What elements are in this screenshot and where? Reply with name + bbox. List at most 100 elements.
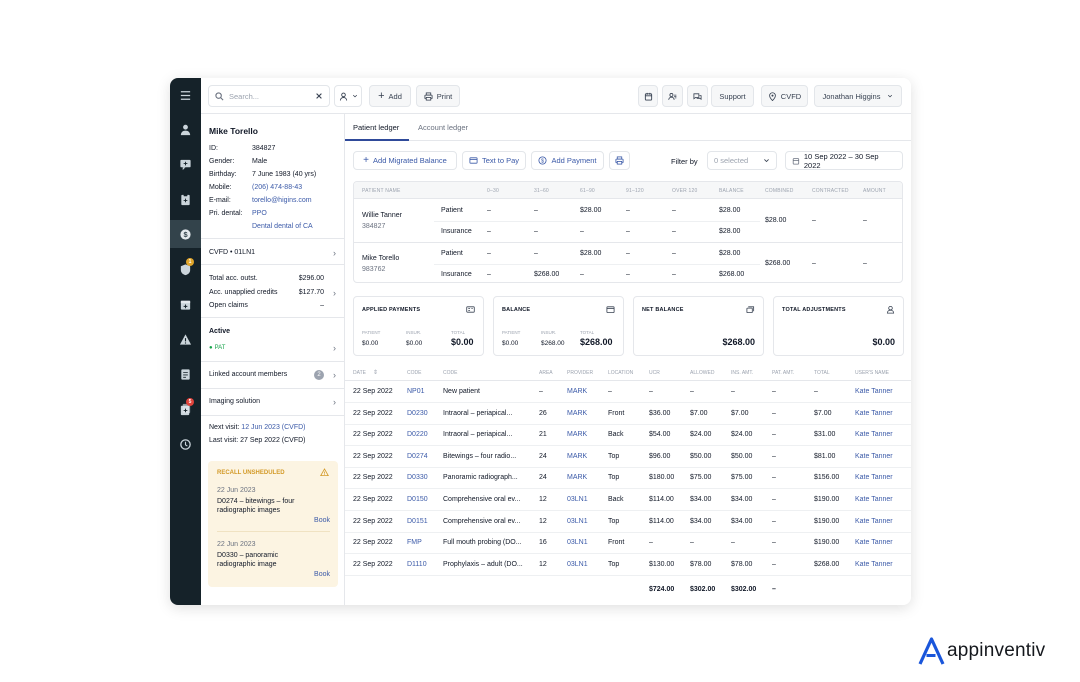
book-button[interactable]: Book (314, 517, 330, 524)
table-row[interactable]: 22 Sep 2022 D0230 Intraoral – periapical..… (345, 403, 911, 425)
chat-icon[interactable] (170, 150, 201, 178)
aging-cell: – (534, 228, 538, 235)
aging-balance: $268.00 (719, 271, 745, 278)
billing-icon[interactable]: $ (170, 220, 201, 248)
row-user-link[interactable]: Kate Tanner (855, 496, 893, 503)
print-button[interactable]: Print (416, 85, 460, 107)
row-user-link[interactable]: Kate Tanner (855, 452, 893, 460)
text-to-pay-button[interactable]: Text to Pay (462, 151, 526, 170)
filter-select[interactable]: 0 selected (707, 151, 777, 170)
book-button[interactable]: Book (314, 571, 330, 578)
row-code-link[interactable]: D0220 (407, 431, 428, 439)
row-code-link[interactable]: D0274 (407, 452, 428, 460)
row-pat-amount: – (772, 539, 776, 547)
patient-name: Mike Torello (209, 126, 258, 136)
clear-icon[interactable] (315, 92, 323, 100)
calendar-button[interactable] (638, 85, 658, 107)
chevron-right-icon: › (333, 370, 336, 380)
date-range-picker[interactable]: 10 Sep 2022 – 30 Sep 2022 (785, 151, 903, 170)
card-total: $0.00 (451, 337, 474, 347)
table-row[interactable]: 22 Sep 2022 D0330 Panoramic radiograph... 2… (345, 467, 911, 490)
contacts-button[interactable] (662, 85, 683, 107)
row-user-link[interactable]: Kate Tanner (855, 517, 893, 525)
status-row[interactable]: ● PAT › (209, 344, 336, 353)
table-row[interactable]: 22 Sep 2022 NP01 New patient – MARK – – – – – – Kat… (345, 381, 911, 403)
table-row[interactable]: 22 Sep 2022 D0220 Intraoral – periapical..… (345, 424, 911, 447)
history-icon[interactable] (170, 430, 201, 458)
row-code-link[interactable]: NP01 (407, 388, 425, 395)
row-code-link[interactable]: D0150 (407, 496, 428, 503)
row-total: $7.00 (814, 409, 832, 417)
row-code-link[interactable]: D0151 (407, 517, 428, 525)
user-menu-button[interactable]: Jonathan Higgins (814, 85, 902, 107)
row-code-link[interactable]: D0230 (407, 409, 428, 417)
row-provider-link[interactable]: MARK (567, 409, 588, 417)
row-user-link[interactable]: Kate Tanner (855, 388, 893, 395)
row-provider-link[interactable]: 03LN1 (567, 517, 588, 525)
row-ucr: $180.00 (649, 474, 675, 482)
email-link[interactable]: torello@higins.com (252, 197, 312, 204)
add-payment-button[interactable]: $ Add Payment (531, 151, 604, 170)
row-user-link[interactable]: Kate Tanner (855, 539, 893, 547)
location-button[interactable]: CVFD (761, 85, 808, 107)
next-visit-link[interactable]: 12 Jun 2023 (CVFD) (241, 424, 306, 431)
row-ins-amount: – (731, 388, 735, 395)
row-total: $156.00 (814, 474, 840, 482)
insurance-icon[interactable]: 1 (170, 255, 201, 283)
row-provider-link[interactable]: MARK (567, 388, 588, 395)
column-header[interactable]: DATE (353, 370, 366, 376)
row-user-link[interactable]: Kate Tanner (855, 560, 893, 568)
support-button[interactable]: Support (711, 85, 754, 107)
row-ins-amount: $24.00 (731, 431, 753, 439)
messages-button[interactable] (687, 85, 708, 107)
tab-patient-ledger[interactable]: Patient ledger (353, 123, 400, 132)
imaging-row[interactable]: Imaging solution › (209, 398, 336, 407)
row-code-link[interactable]: D0330 (407, 474, 428, 482)
open-claims-label: Open claims (209, 302, 248, 309)
search-input[interactable]: Search... (229, 91, 260, 101)
column-header: USER'S NAME (855, 370, 890, 376)
tab-account-ledger[interactable]: Account ledger (418, 123, 469, 132)
table-row[interactable]: 22 Sep 2022 D0150 Comprehensive oral ev...… (345, 489, 911, 511)
linked-members-row[interactable]: Linked account members 2 › (209, 370, 336, 380)
document-icon[interactable] (170, 360, 201, 388)
user-filter-button[interactable] (334, 85, 362, 107)
office-row[interactable]: CVFD • 01LN1 › (209, 249, 336, 258)
calendar-icon[interactable] (170, 290, 201, 318)
row-provider-link[interactable]: MARK (567, 452, 588, 460)
dental-plan-link[interactable]: PPO (252, 210, 267, 217)
row-user-link[interactable]: Kate Tanner (855, 474, 893, 482)
print-ledger-button[interactable] (609, 151, 630, 170)
row-provider-link[interactable]: MARK (567, 474, 588, 482)
reports-icon[interactable]: 5 (170, 395, 201, 423)
divider (434, 264, 760, 265)
search-icon (215, 91, 224, 100)
row-provider-link[interactable]: 03LN1 (567, 560, 588, 568)
row-ins-amount: – (731, 539, 735, 547)
row-provider-link[interactable]: 03LN1 (567, 539, 588, 547)
row-user-link[interactable]: Kate Tanner (855, 431, 893, 439)
add-migrated-balance-button[interactable]: + Add Migrated Balance (353, 151, 457, 170)
row-code-link[interactable]: D1110 (407, 560, 427, 568)
divider (201, 361, 345, 362)
add-button[interactable]: + Add (369, 85, 411, 107)
sort-icon[interactable]: ⇕ (373, 370, 379, 376)
mobile-link[interactable]: (206) 474-88-43 (252, 184, 303, 191)
printer-icon (424, 91, 433, 101)
row-user-link[interactable]: Kate Tanner (855, 409, 893, 417)
menu-icon[interactable] (170, 81, 201, 109)
table-row[interactable]: 22 Sep 2022 D0151 Comprehensive oral ev...… (345, 511, 911, 533)
row-provider-link[interactable]: MARK (567, 431, 588, 439)
table-row[interactable]: 22 Sep 2022 D1110 Prophylaxis – adult (DO.… (345, 554, 911, 576)
table-row[interactable]: 22 Sep 2022 D0274 Bitewings – four radio..… (345, 446, 911, 468)
clipboard-icon[interactable] (170, 185, 201, 213)
table-row[interactable]: 22 Sep 2022 FMP Full mouth probing (DO... 1… (345, 532, 911, 555)
card-sublabel: INSUR. (541, 330, 557, 335)
row-provider-link[interactable]: 03LN1 (567, 496, 588, 503)
alert-icon[interactable] (170, 325, 201, 353)
dental-plan-name[interactable]: Dental dental of CA (252, 223, 313, 230)
row-code-link[interactable]: FMP (407, 539, 422, 547)
unapplied-credits-row[interactable]: Acc. unapplied credits $127.70 › (209, 289, 336, 298)
patient-icon[interactable] (170, 115, 201, 143)
search-box[interactable]: Search... (208, 85, 330, 107)
